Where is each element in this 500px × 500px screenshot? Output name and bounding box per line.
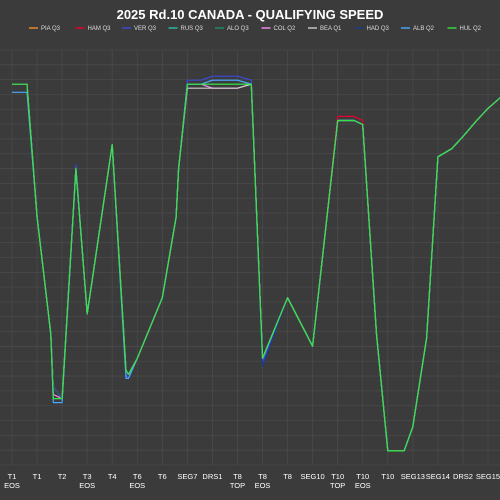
x-tick-label: T4 bbox=[108, 472, 117, 481]
legend-label: COL Q2 bbox=[274, 26, 296, 32]
x-tick-label: DRS1 bbox=[202, 472, 222, 481]
x-tick-label: T2 bbox=[58, 472, 67, 481]
legend-entry: ALO Q3 bbox=[215, 26, 249, 32]
x-tick-label: T10 TOP bbox=[330, 472, 345, 490]
x-tick-label: T8 TOP bbox=[230, 472, 245, 490]
legend-label: HAD Q3 bbox=[367, 26, 390, 32]
x-tick-label: T6 EOS bbox=[129, 472, 145, 490]
chart-title: 2025 Rd.10 CANADA - QUALIFYING SPEED bbox=[117, 7, 384, 22]
x-axis-ticks: T1 EOS T1 T2 T3 EOS T4 T6 EOS T6 SEG7 DRS1 T8 TOP T8 EO… bbox=[4, 472, 500, 490]
legend-entry: VER Q3 bbox=[122, 26, 157, 32]
legend-label: BEA Q1 bbox=[320, 26, 342, 32]
legend-entry: ALB Q2 bbox=[401, 26, 435, 32]
x-tick-label: T3 EOS bbox=[79, 472, 95, 490]
x-tick-label: SEG10 bbox=[301, 472, 325, 481]
legend-entry: BEA Q1 bbox=[308, 26, 342, 32]
legend-label: VER Q3 bbox=[134, 26, 157, 32]
legend-label: ALB Q2 bbox=[413, 26, 435, 32]
x-tick-label: T1 bbox=[33, 472, 42, 481]
series-lines bbox=[12, 75, 500, 452]
x-tick-label: SEG14 bbox=[426, 472, 450, 481]
legend-entry: HAM Q3 bbox=[75, 26, 112, 32]
legend-label: PIA Q3 bbox=[41, 26, 61, 32]
series-line-hul-q2 bbox=[12, 83, 500, 452]
x-tick-label: T8 EOS bbox=[255, 472, 271, 490]
x-tick-label: SEG15 bbox=[476, 472, 500, 481]
x-tick-label: T10 EOS bbox=[355, 472, 371, 490]
legend: PIA Q3 HAM Q3 VER Q3 RUS Q3 ALO Q3 COL Q2 BEA … bbox=[29, 26, 482, 32]
legend-label: ALO Q3 bbox=[227, 26, 249, 32]
grid bbox=[0, 49, 500, 466]
legend-entry: HUL Q2 bbox=[447, 26, 482, 32]
legend-entry: RUS Q3 bbox=[168, 26, 204, 32]
legend-entry: COL Q2 bbox=[261, 26, 296, 32]
x-tick-label: T8 bbox=[283, 472, 292, 481]
legend-label: HUL Q2 bbox=[460, 26, 482, 32]
x-tick-label: T10 bbox=[381, 472, 394, 481]
legend-label: HAM Q3 bbox=[88, 26, 112, 32]
x-tick-label: SEG13 bbox=[401, 472, 425, 481]
legend-label: RUS Q3 bbox=[181, 26, 204, 32]
legend-entry: HAD Q3 bbox=[354, 26, 390, 32]
x-tick-label: T1 EOS bbox=[4, 472, 20, 490]
x-tick-label: T6 bbox=[158, 472, 167, 481]
x-tick-label: DRS2 bbox=[453, 472, 473, 481]
x-tick-label: SEG7 bbox=[177, 472, 197, 481]
legend-entry: PIA Q3 bbox=[29, 26, 61, 32]
